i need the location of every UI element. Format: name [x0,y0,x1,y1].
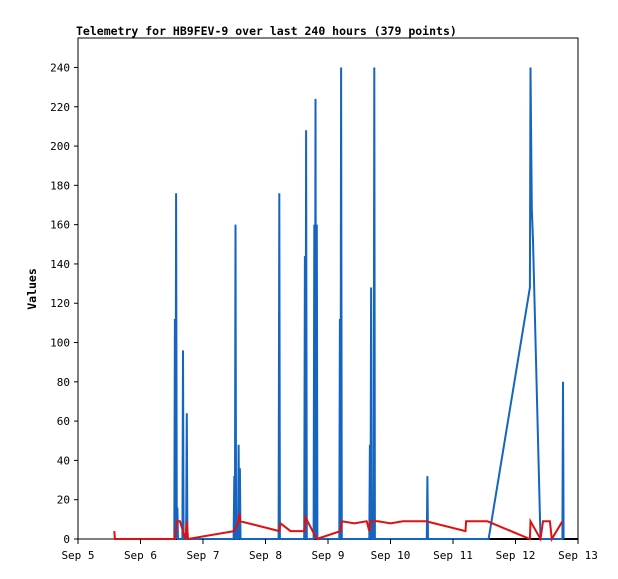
y-tick-label: 120 [50,297,70,310]
x-tick-label: Sep 8 [249,549,282,562]
y-tick-label: 200 [50,140,70,153]
y-tick-label: 40 [57,454,70,467]
y-tick-label: 220 [50,101,70,114]
y-axis-label: Values [25,268,39,310]
y-tick-label: 160 [50,219,70,232]
x-tick-label: Sep 11 [433,549,473,562]
x-tick-label: Sep 12 [496,549,536,562]
y-tick-label: 80 [57,376,70,389]
plot-area [77,37,579,540]
y-tick-label: 20 [57,494,70,507]
x-tick-label: Sep 10 [371,549,411,562]
x-tick-label: Sep 5 [61,549,94,562]
chart-title: Telemetry for HB9FEV-9 over last 240 hou… [76,24,457,38]
y-tick-label: 100 [50,337,70,350]
y-tick-label: 0 [63,533,70,546]
data-series [113,67,578,543]
x-tick-label: Sep 13 [558,549,598,562]
y-tick-label: 140 [50,258,70,271]
series-line-2 [113,513,564,543]
x-tick-label: Sep 6 [124,549,157,562]
x-tick-label: Sep 7 [186,549,219,562]
y-tick-label: 60 [57,415,70,428]
x-tick-label: Sep 9 [311,549,344,562]
y-tick-label: 240 [50,61,70,74]
y-tick-label: 180 [50,179,70,192]
x-axis: Sep 5 Sep 6 Sep 7 Sep 8 Sep 9 Sep 10 Sep 11 Sep… [61,539,598,562]
y-axis: 0 20 40 60 80 100 120 140 160 180 200 220 240 [50,61,78,546]
